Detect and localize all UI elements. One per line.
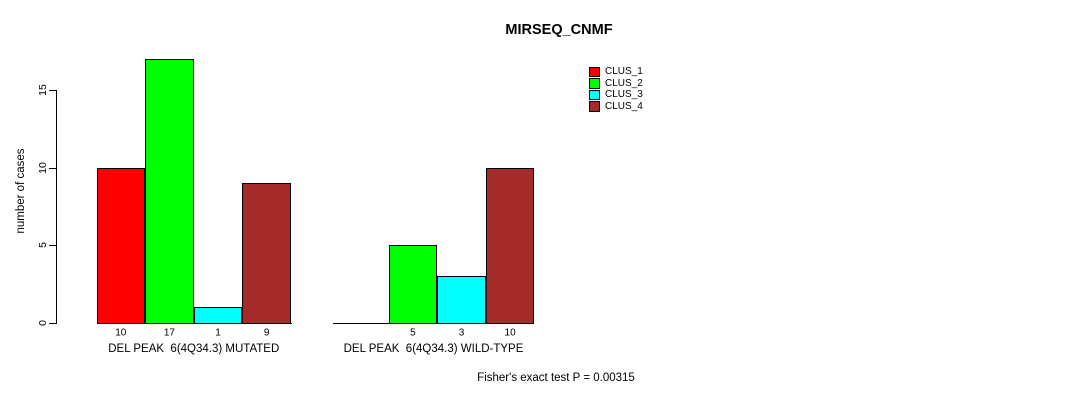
bar-value-label: 3 xyxy=(458,327,465,338)
legend-item-label: CLUS_2 xyxy=(605,77,643,89)
bar-value-label: 9 xyxy=(263,327,270,338)
bar-clus_3-group1 xyxy=(194,307,242,324)
chart-title: MIRSEQ_CNMF xyxy=(505,22,613,38)
legend-item-label: CLUS_3 xyxy=(605,89,643,101)
bar-clus_4-group1 xyxy=(242,183,291,324)
legend-item-clus_1: CLUS_1 xyxy=(589,66,643,78)
bar-value-label: 17 xyxy=(163,327,175,338)
bar-clus_2-group2 xyxy=(389,245,437,324)
y-tick-mark xyxy=(49,90,56,91)
bar-value-label: 10 xyxy=(504,327,516,338)
bar-clus_3-group2 xyxy=(437,276,486,324)
group-label: DEL PEAK 6(4Q34.3) WILD-TYPE xyxy=(343,343,524,355)
legend-item-label: CLUS_1 xyxy=(605,66,643,78)
bar-clus_1-group1 xyxy=(97,168,145,324)
legend-item-clus_4: CLUS_4 xyxy=(589,101,643,113)
y-tick-mark xyxy=(49,245,56,246)
y-tick-label: 0 xyxy=(37,319,49,326)
group-label: DEL PEAK 6(4Q34.3) MUTATED xyxy=(108,343,280,355)
y-tick-mark xyxy=(49,168,56,169)
bar-value-label: 5 xyxy=(410,327,416,338)
legend-swatch-icon xyxy=(589,66,600,77)
bar-clus_2-group1 xyxy=(145,59,194,324)
legend-item-clus_3: CLUS_3 xyxy=(589,89,643,101)
bar-clus_4-group2 xyxy=(486,168,534,324)
y-axis-line xyxy=(56,90,57,324)
legend-swatch-icon xyxy=(589,78,600,89)
legend: CLUS_1 CLUS_2 CLUS_3 CLUS_4 xyxy=(589,66,643,112)
bar-value-label: 1 xyxy=(215,327,221,338)
y-tick-label: 10 xyxy=(37,161,49,174)
legend-swatch-icon xyxy=(589,89,600,100)
legend-item-clus_2: CLUS_2 xyxy=(589,78,643,90)
legend-swatch-icon xyxy=(589,101,600,112)
fisher-test-annotation: Fisher's exact test P = 0.00315 xyxy=(477,372,635,384)
y-tick-label: 15 xyxy=(37,84,49,96)
legend-item-label: CLUS_4 xyxy=(605,100,643,112)
bar-value-label: 10 xyxy=(115,327,127,338)
y-tick-label: 5 xyxy=(37,242,49,248)
y-tick-mark xyxy=(49,323,56,324)
